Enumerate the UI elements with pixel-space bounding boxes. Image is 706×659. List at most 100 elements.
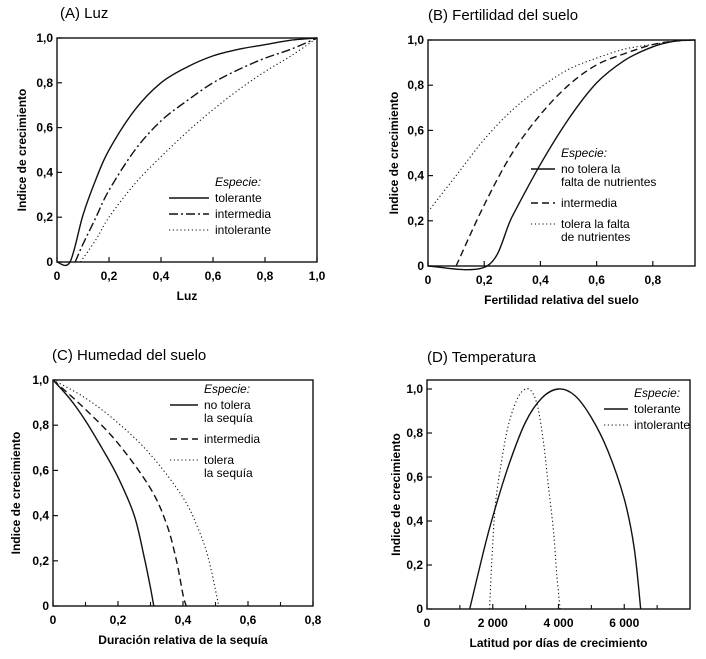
legend-entry: falta de nutrientes bbox=[561, 175, 656, 189]
panel-title-text: Luz bbox=[84, 5, 108, 22]
series-line-intermedia bbox=[455, 39, 696, 267]
legend-entry: de nutrientes bbox=[561, 230, 630, 244]
x-tick-label: 0 bbox=[424, 616, 431, 630]
series-line-tolerante bbox=[469, 388, 642, 610]
y-tick-label: 0,4 bbox=[36, 165, 53, 179]
y-axis-label: Indice de crecimiento bbox=[389, 433, 403, 556]
y-tick-label: 0,6 bbox=[406, 470, 423, 484]
y-tick-label: 0 bbox=[42, 599, 49, 613]
x-tick-label: 4 000 bbox=[543, 616, 573, 630]
y-tick-label: 0,8 bbox=[32, 418, 49, 432]
legend-entry: intolerante bbox=[634, 418, 690, 432]
y-axis-label: Indice de crecimiento bbox=[15, 89, 29, 212]
y-axis-label: Indice de crecimiento bbox=[387, 92, 401, 215]
y-tick-label: 0 bbox=[46, 255, 53, 269]
panel-title-text: Temperatura bbox=[452, 349, 537, 366]
x-axis-label: Duración relativa de la sequía bbox=[98, 633, 268, 647]
panel-title: (B) Fertilidad del suelo bbox=[428, 7, 578, 24]
series-line-intolerante bbox=[488, 388, 561, 610]
y-tick-label: 0,2 bbox=[32, 554, 49, 568]
legend-entry: no tolera bbox=[204, 398, 251, 412]
series-line-tolera-la-falta-de-nutrientes bbox=[427, 39, 696, 213]
y-tick-label: 1,0 bbox=[32, 373, 49, 387]
x-axis-label: Luz bbox=[177, 289, 198, 303]
series-line-intolerante bbox=[79, 37, 318, 263]
x-tick-label: 0,4 bbox=[175, 613, 192, 627]
x-tick-label: 0,6 bbox=[240, 613, 257, 627]
legend-title: Especie: bbox=[215, 175, 261, 189]
plot-frame bbox=[52, 379, 314, 607]
series-line-no-tolera-la-falta-de-nutrientes bbox=[427, 39, 696, 271]
panel-letter: (C) bbox=[52, 347, 77, 364]
x-tick-label: 0 bbox=[425, 273, 432, 287]
y-tick-label: 0,6 bbox=[36, 121, 53, 135]
x-tick-label: 0,6 bbox=[588, 273, 605, 287]
panel-title-text: Fertilidad del suelo bbox=[452, 7, 578, 24]
y-tick-label: 0 bbox=[416, 602, 423, 616]
x-tick-label: 0,2 bbox=[476, 273, 493, 287]
x-tick-label: 0,8 bbox=[257, 269, 274, 283]
legend-entry: intermedia bbox=[215, 207, 271, 221]
panel-title: (A) Luz bbox=[60, 5, 108, 22]
x-tick-label: 0 bbox=[54, 269, 61, 283]
x-tick-label: 0,2 bbox=[101, 269, 118, 283]
panel-a: (A) Luz 0 0,2 0,4 0,6 0,8 1,0 0 0,2 0,4 0,6 0,8 1,0 L… bbox=[15, 5, 326, 303]
series-line-no-tolera-la-sequía bbox=[52, 379, 155, 607]
legend-entry: tolerante bbox=[634, 402, 681, 416]
legend-title: Especie: bbox=[204, 382, 250, 396]
x-tick-label: 0 bbox=[50, 613, 57, 627]
x-tick-label: 0,8 bbox=[305, 613, 322, 627]
y-tick-label: 0,8 bbox=[406, 426, 423, 440]
y-tick-label: 1,0 bbox=[407, 33, 424, 47]
legend-title: Especie: bbox=[561, 146, 607, 160]
x-tick-label: 0,4 bbox=[153, 269, 170, 283]
legend-entry: tolera la falta bbox=[561, 217, 630, 231]
series-line-intermedia bbox=[52, 379, 187, 607]
legend-entry: intermedia bbox=[204, 432, 260, 446]
x-tick-label: 0,6 bbox=[205, 269, 222, 283]
y-tick-label: 1,0 bbox=[36, 31, 53, 45]
panel-c: (C) Humedad del suelo 0 0,2 0,4 0,6 0,8 1,0 0 0,… bbox=[9, 347, 322, 647]
y-tick-label: 0,2 bbox=[406, 558, 423, 572]
x-axis-label: Latitud por días de crecimiento bbox=[469, 636, 647, 650]
series-line-tolera-la-sequía bbox=[52, 379, 220, 607]
x-tick-label: 0,8 bbox=[644, 273, 661, 287]
panel-d: (D) Temperatura 0 0,2 0,4 0,6 0,8 1,0 0 2 000 4 0… bbox=[389, 349, 691, 650]
plot-frame bbox=[56, 37, 318, 263]
panel-title-text: Humedad del suelo bbox=[77, 347, 206, 364]
x-axis-label: Fertilidad relativa del suelo bbox=[484, 293, 639, 307]
y-tick-label: 0 bbox=[417, 259, 424, 273]
y-tick-label: 0,4 bbox=[407, 169, 424, 183]
panel-b: (B) Fertilidad del suelo 0 0,2 0,4 0,6 0,8 1,0… bbox=[387, 7, 696, 307]
legend-entry: intolerante bbox=[215, 223, 271, 237]
y-tick-label: 1,0 bbox=[406, 382, 423, 396]
series-line-intermedia bbox=[74, 37, 318, 263]
legend: Especie: tolerante intermedia intolerante bbox=[169, 175, 271, 237]
legend-entry: la sequía bbox=[204, 411, 253, 425]
y-tick-label: 0,6 bbox=[407, 123, 424, 137]
panel-letter: (D) bbox=[427, 349, 452, 366]
x-tick-label: 0,2 bbox=[110, 613, 127, 627]
x-tick-label: 0,4 bbox=[532, 273, 549, 287]
x-tick-label: 2 000 bbox=[478, 616, 508, 630]
y-tick-label: 0,4 bbox=[406, 514, 423, 528]
y-tick-label: 0,8 bbox=[407, 78, 424, 92]
legend: Especie: tolerante intolerante bbox=[604, 386, 690, 432]
legend-entry: intermedia bbox=[561, 196, 617, 210]
legend-entry: tolerante bbox=[215, 191, 262, 205]
panel-title: (D) Temperatura bbox=[427, 349, 537, 366]
legend-title: Especie: bbox=[634, 386, 680, 400]
legend-entry: tolera bbox=[204, 453, 234, 467]
y-tick-label: 0,6 bbox=[32, 463, 49, 477]
panel-letter: (A) bbox=[60, 5, 84, 22]
y-tick-label: 0,2 bbox=[407, 214, 424, 228]
x-tick-label: 1,0 bbox=[309, 269, 326, 283]
x-tick-label: 6 000 bbox=[609, 616, 639, 630]
y-tick-label: 0,2 bbox=[36, 210, 53, 224]
panel-letter: (B) bbox=[428, 7, 452, 24]
plot-frame bbox=[427, 39, 696, 267]
y-tick-label: 0,8 bbox=[36, 76, 53, 90]
series-line-tolerante bbox=[56, 37, 318, 267]
